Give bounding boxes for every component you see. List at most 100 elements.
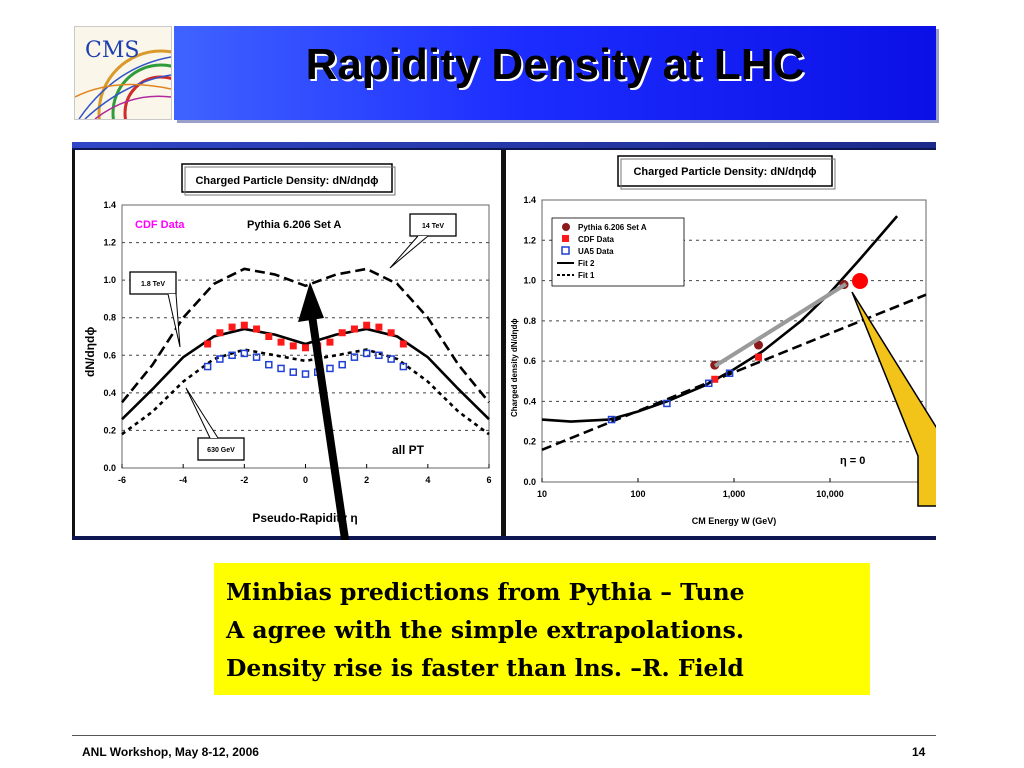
y-tick-label: 1.2 [103,238,116,248]
y-tick-label: 0.2 [103,425,116,435]
legend-ua5-marker [561,246,570,255]
right-chart: Charged Particle Density: dN/dηdϕ 0.0 0.2… [510,155,936,526]
y-tick-label: 1.4 [523,195,536,205]
cdf-data-point [375,323,383,331]
x-tick-label: 2 [364,475,369,485]
note-line-3: Density rise is faster than lns. –R. Fie… [226,654,744,682]
y-tick-label: 0.6 [523,356,536,366]
x-tick-label: 6 [486,475,491,485]
ua5-data-point [607,415,616,424]
callout-630gev: 630 GeV [207,447,235,454]
y-tick-label: 0.4 [523,396,536,406]
cdf-data-point [240,321,248,329]
cdf-data-point [204,340,212,348]
x-tick-label: 0 [303,475,308,485]
ua5-data-point [725,369,734,377]
cdf-data-point [387,329,395,337]
ua5-data-point [203,362,212,371]
y-tick-label: 0.6 [103,350,116,360]
pointer-arrow [298,282,350,540]
cdf-data-point [711,375,719,383]
ua5-data-point [663,399,671,408]
y-tick-label: 1.0 [523,276,536,286]
figure-svg: Charged Particle Density: dN/dηdϕ 0.0 0.2… [72,142,936,540]
series-line-14-tev [120,267,491,404]
ua5-data-point [338,360,346,369]
cdf-data-point [216,329,224,337]
legend-pythia-marker [562,223,570,231]
cdf-data-point [399,340,407,348]
right-x-ticks: 10 100 1,000 10,000 [537,478,844,499]
cms-logo-graphic: CMS [75,38,171,119]
ua5-data-point [265,360,273,369]
y-tick-label: 1.4 [103,200,116,210]
note-line-2: A agree with the simple extrapolations. [226,616,745,644]
y-tick-label: 0.0 [103,463,116,473]
cdf-data-point [277,338,285,346]
cdf-data-point [363,321,371,329]
legend-ua5: UA5 Data [578,247,614,256]
legend-cdf-marker [562,235,569,242]
series-line-630-gev [121,348,490,436]
y-tick-label: 1.0 [103,275,116,285]
cdf-data-point [302,344,309,352]
right-y-axis-label: Charged density dN/dηdϕ [510,319,519,417]
cdf-data-point [253,325,261,333]
x-tick-label: -6 [118,475,126,485]
left-y-ticks: 0.0 0.2 0.4 0.6 0.8 1.0 1.2 1.4 [103,200,116,473]
x-tick-label: -2 [240,475,248,485]
ua5-data-point [252,353,261,361]
note-box: Minbias predictions from Pythia – Tune A… [214,563,870,695]
legend-pythia: Pythia 6.206 Set A [578,223,647,232]
ua5-data-point [375,351,383,360]
left-y-axis-label: dN/dηdϕ [83,327,97,377]
cdf-data-label: CDF Data [135,219,185,231]
right-legend: Pythia 6.206 Set A CDF Data UA5 Data Fit… [551,217,685,287]
x-tick-label: 1,000 [723,489,746,499]
slide-title: Rapidity Density at LHC [305,40,805,89]
right-series-lines [541,215,927,452]
callout-14tev: 14 TeV [422,223,444,230]
cdf-data-point [228,323,236,331]
y-tick-label: 0.4 [103,388,116,398]
left-x-ticks: -6 -4 -2 0 2 4 6 [118,464,492,485]
ua5-data-point [705,379,713,388]
y-tick-label: 0.0 [523,477,536,487]
all-pt-label: all PT [392,443,425,457]
x-tick-label: 10 [537,489,547,499]
figure: Charged Particle Density: dN/dηdϕ 0.0 0.2… [72,142,936,540]
series-line-1-8-tev [121,327,490,421]
cdf-data-point [350,325,358,333]
title-bar: Rapidity Density at LHC [174,26,936,120]
y-tick-label: 0.8 [103,313,116,323]
pythia-data-point [754,340,764,350]
ua5-data-point [350,353,359,361]
cdf-data-point [755,353,763,361]
ua5-data-point [289,368,298,376]
legend-fit2: Fit 2 [578,259,595,268]
cms-logo: CMS [74,26,172,120]
left-chart-title: Charged Particle Density: dN/dηdϕ [195,175,378,187]
yellow-callout-arrow [851,291,936,507]
ua5-data-point [326,364,334,373]
logo-text: CMS [85,38,139,63]
footer-rule [72,735,936,736]
note-line-1: Minbias predictions from Pythia – Tune [226,578,745,606]
eta-label: η = 0 [840,455,865,467]
ua5-data-point [240,349,249,358]
ua5-data-point [362,349,371,358]
x-tick-label: 100 [630,489,645,499]
legend-fit1: Fit 1 [578,271,595,280]
highlight-14tev-point [852,273,868,289]
legend-cdf: CDF Data [578,235,615,244]
x-tick-label: 4 [425,475,430,485]
callout-1p8tev: 1.8 TeV [141,281,165,288]
series-line-fit-1 [541,293,927,452]
y-tick-label: 0.2 [523,437,536,447]
ua5-data-point [301,370,310,378]
y-tick-label: 1.2 [523,235,536,245]
series-line-fit-2 [541,215,899,423]
ua5-data-point [387,355,395,363]
right-y-ticks: 0.0 0.2 0.4 0.6 0.8 1.0 1.2 1.4 [523,195,536,487]
ua5-data-point [277,364,285,373]
